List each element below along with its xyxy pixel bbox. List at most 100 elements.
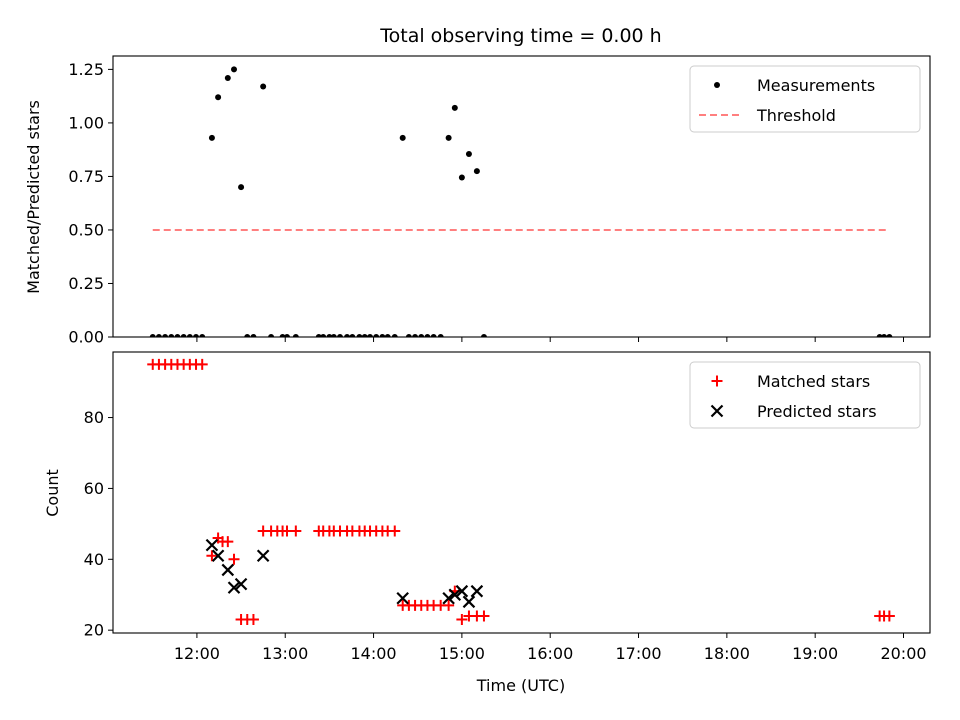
predicted-star-marker bbox=[256, 549, 270, 563]
measurement-point bbox=[208, 134, 215, 141]
plot-frame bbox=[112, 351, 931, 634]
measurement-point bbox=[180, 334, 187, 337]
bottom-plot-area: 20 40 60 80 12:00 13:00 14:00 15:00 16:00 17:00 18… bbox=[84, 351, 931, 663]
y-tick-label: 1.25 bbox=[68, 60, 104, 79]
y-tick-label: 0.75 bbox=[68, 167, 104, 186]
measurement-point bbox=[412, 334, 419, 337]
series-layer bbox=[149, 66, 893, 337]
matched-star-marker bbox=[247, 614, 259, 626]
measurement-point bbox=[465, 150, 472, 157]
bottom-y-axis-label: Count bbox=[43, 469, 62, 517]
predicted-star-marker bbox=[455, 584, 469, 598]
measurement-point bbox=[186, 334, 193, 337]
top-plot-area: 0.00 0.25 0.50 0.75 1.00 1.25 Measurements Thre… bbox=[68, 55, 931, 347]
measurement-point bbox=[283, 334, 290, 337]
x-tick-label: 17:00 bbox=[615, 644, 661, 663]
predicted-star-marker bbox=[234, 577, 248, 591]
measurement-point bbox=[379, 334, 386, 337]
matched-star-marker bbox=[456, 614, 468, 626]
measurement-point bbox=[193, 334, 200, 337]
matched-star-marker bbox=[206, 550, 218, 562]
matched-star-marker bbox=[883, 610, 895, 622]
x-tick-label: 19:00 bbox=[792, 644, 838, 663]
x-tick-label: 15:00 bbox=[439, 644, 485, 663]
measurement-point bbox=[445, 134, 452, 141]
measurement-point bbox=[356, 334, 363, 337]
measurement-point bbox=[399, 134, 406, 141]
predicted-star-marker bbox=[442, 591, 455, 605]
measurement-point bbox=[326, 334, 333, 337]
legend-box bbox=[689, 65, 921, 133]
legend-dot-swatch bbox=[714, 82, 720, 88]
matched-star-marker bbox=[196, 358, 208, 370]
measurement-point bbox=[199, 334, 206, 337]
measurement-point bbox=[344, 334, 351, 337]
measurement-point bbox=[260, 83, 267, 90]
y-tick-label: 20 bbox=[84, 621, 104, 640]
x-tick-label: 14:00 bbox=[351, 644, 397, 663]
x-axis-label: Time (UTC) bbox=[476, 676, 565, 695]
measurement-point bbox=[349, 334, 356, 337]
measurement-point bbox=[315, 334, 322, 337]
measurement-point bbox=[430, 334, 437, 337]
y-tick-label: 40 bbox=[84, 550, 104, 569]
matched-star-marker bbox=[478, 610, 490, 622]
matched-star-marker bbox=[228, 553, 240, 565]
predicted-star-marker bbox=[462, 595, 476, 609]
measurement-point bbox=[292, 334, 299, 337]
matched-star-marker bbox=[290, 525, 302, 537]
measurement-point bbox=[361, 334, 368, 337]
measurement-point bbox=[451, 104, 458, 111]
y-tick-label: 0.25 bbox=[68, 274, 104, 293]
measurement-point bbox=[215, 94, 222, 101]
legend: Measurements Threshold bbox=[689, 65, 921, 133]
legend-label: Threshold bbox=[756, 106, 836, 125]
measurement-point bbox=[367, 334, 374, 337]
matched-star-marker bbox=[443, 599, 455, 611]
y-tick-label: 60 bbox=[84, 479, 104, 498]
measurement-point bbox=[384, 334, 391, 337]
legend-label: Measurements bbox=[757, 76, 875, 95]
x-tick-label: 12:00 bbox=[174, 644, 220, 663]
x-tick-label: 18:00 bbox=[704, 644, 750, 663]
measurement-point bbox=[231, 66, 238, 73]
measurement-point bbox=[174, 334, 181, 337]
legend-label: Matched stars bbox=[757, 372, 870, 391]
y-tick-label: 0.50 bbox=[68, 220, 104, 239]
measurement-point bbox=[279, 334, 286, 337]
x-tick-label: 16:00 bbox=[527, 644, 573, 663]
legend-plus-swatch bbox=[711, 375, 723, 387]
measurement-point bbox=[162, 334, 169, 337]
measurement-point bbox=[268, 334, 275, 337]
measurement-point bbox=[244, 334, 251, 337]
measurement-point bbox=[876, 334, 883, 337]
predicted-star-marker bbox=[448, 588, 462, 602]
matched-star-marker bbox=[389, 525, 401, 537]
measurement-point bbox=[330, 334, 337, 337]
measurement-point bbox=[458, 174, 465, 181]
measurement-point bbox=[155, 334, 162, 337]
plot-frame bbox=[112, 55, 931, 338]
measurement-point bbox=[473, 168, 480, 175]
measurement-point bbox=[391, 334, 398, 337]
y-tick-label: 80 bbox=[84, 408, 104, 427]
x-tick-label: 13:00 bbox=[262, 644, 308, 663]
measurement-point bbox=[373, 334, 380, 337]
measurement-point bbox=[405, 334, 412, 337]
predicted-star-marker bbox=[470, 584, 484, 598]
matched-star-marker bbox=[222, 536, 234, 548]
x-tick-label: 20:00 bbox=[880, 644, 926, 663]
measurement-point bbox=[238, 184, 245, 191]
predicted-star-marker bbox=[211, 549, 225, 563]
measurement-point bbox=[224, 74, 231, 81]
measurement-point bbox=[881, 334, 888, 337]
measurement-point bbox=[424, 334, 431, 337]
measurement-point bbox=[168, 334, 175, 337]
predicted-star-marker bbox=[396, 591, 409, 605]
measurement-point bbox=[336, 334, 343, 337]
measurement-point bbox=[320, 334, 327, 337]
measurement-point bbox=[250, 334, 257, 337]
legend: Matched stars Predicted stars bbox=[689, 361, 921, 429]
chart-title: Total observing time = 0.00 h bbox=[379, 25, 661, 47]
